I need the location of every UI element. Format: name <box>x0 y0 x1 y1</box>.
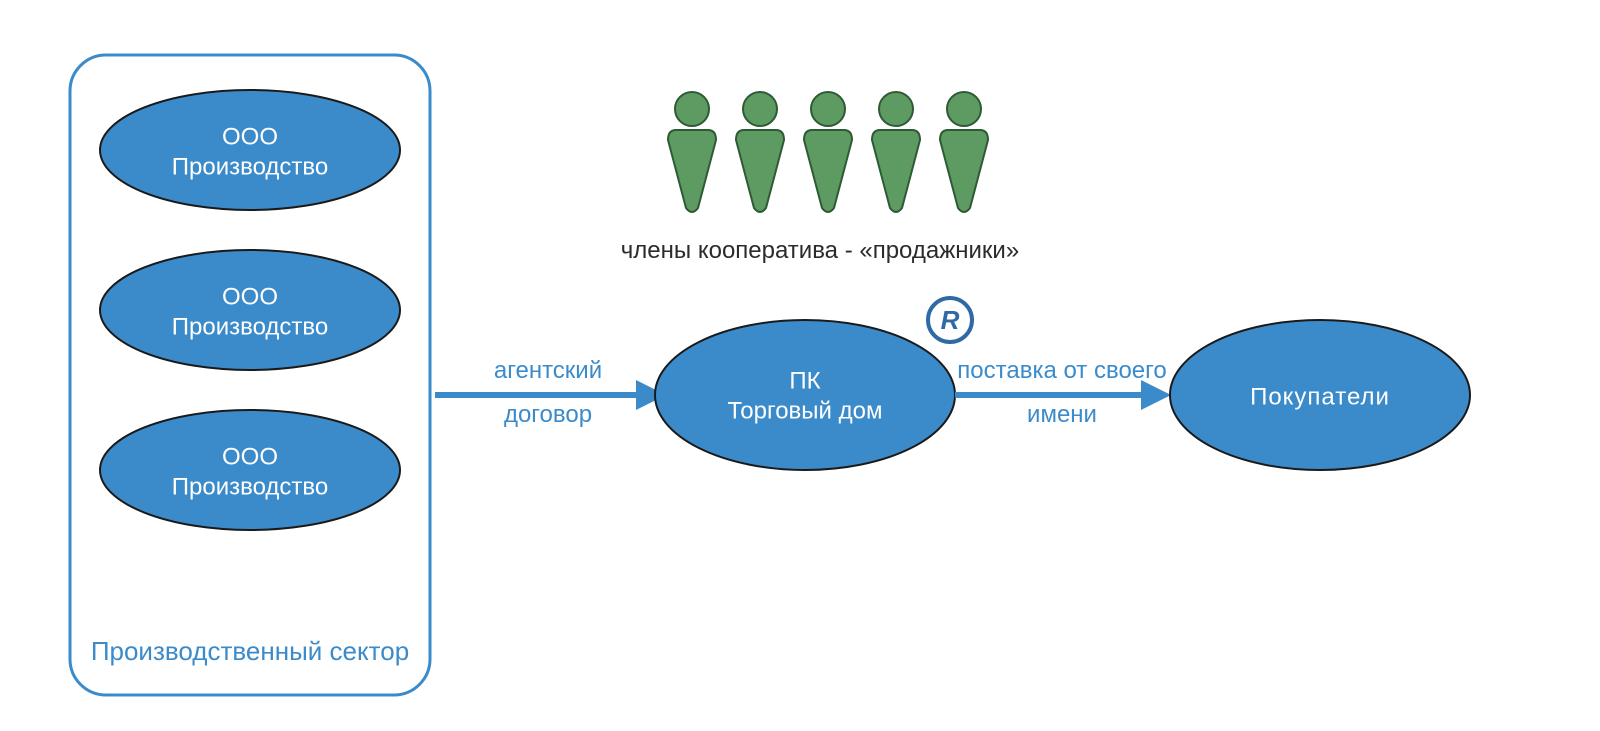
person-icon <box>736 92 784 212</box>
svg-text:R: R <box>941 305 960 335</box>
producer-line1: ООО <box>222 443 278 470</box>
trading-house-line2: Торговый дом <box>728 397 883 424</box>
producer-line2: Производство <box>172 153 328 180</box>
producer-line1: ООО <box>222 123 278 150</box>
production-sector-label: Производственный сектор <box>91 636 409 666</box>
person-icon <box>872 92 920 212</box>
producer-line1: ООО <box>222 283 278 310</box>
arrow2-label-line2: имени <box>1027 401 1097 428</box>
producer-line2: Производство <box>172 313 328 340</box>
buyers-label: Покупатели <box>1250 383 1390 410</box>
producer-line2: Производство <box>172 473 328 500</box>
person-icon <box>668 92 716 212</box>
arrow2-label-line1: поставка от своего <box>957 357 1166 384</box>
person-icon <box>940 92 988 212</box>
arrow1-label-line1: агентский <box>494 357 602 384</box>
trading-house-line1: ПК <box>789 367 820 394</box>
trading-house-node <box>655 320 955 470</box>
diagram-canvas: Производственный сектор ОООПроизводствоО… <box>0 0 1600 731</box>
members-label: члены кооператива - «продажники» <box>621 237 1019 264</box>
producers-group: ООО Производство ООО Производство ООО Произво… <box>100 90 400 530</box>
arrow1-label-line2: договор <box>504 401 592 428</box>
members-group <box>668 92 988 212</box>
person-icon <box>804 92 852 212</box>
registered-trademark-icon: R <box>928 298 972 342</box>
